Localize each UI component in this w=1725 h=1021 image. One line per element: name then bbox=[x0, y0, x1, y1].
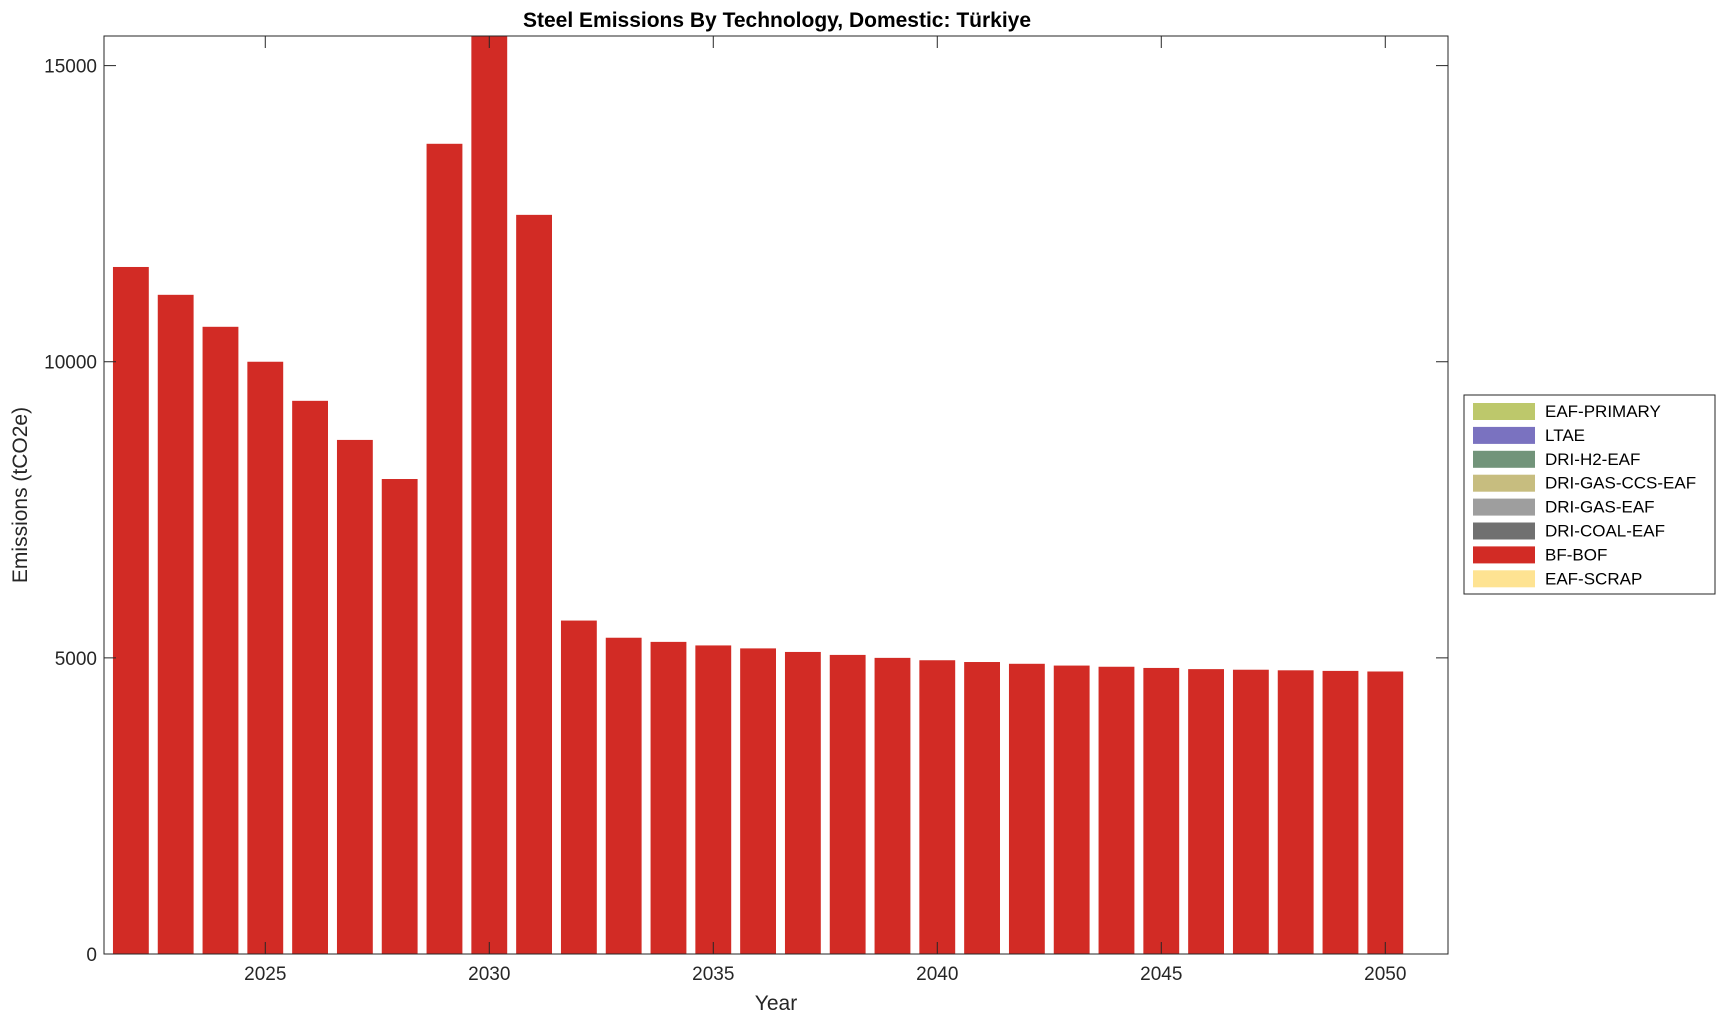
bar-bf-bof-2044 bbox=[1098, 666, 1135, 954]
bar-bf-bof-2039 bbox=[874, 657, 911, 954]
y-tick-label: 5000 bbox=[55, 649, 97, 670]
bar-bf-bof-2036 bbox=[740, 648, 776, 954]
plot-border bbox=[103, 35, 1449, 955]
bars-group bbox=[112, 36, 1404, 955]
x-tick-label: 2050 bbox=[1364, 964, 1406, 985]
bar-bf-bof-2028 bbox=[381, 479, 418, 954]
bar-bf-bof-2026 bbox=[292, 400, 328, 955]
bar-bf-bof-2025 bbox=[247, 361, 284, 954]
legend: EAF-PRIMARY LTAE DRI-H2-EAF DRI-GAS-CCS-EAF… bbox=[1463, 394, 1716, 595]
bar-bf-bof-2032 bbox=[560, 620, 597, 954]
bar-bf-bof-2047 bbox=[1232, 669, 1269, 954]
x-axis-label: Year bbox=[755, 992, 797, 1015]
legend-label-eaf-primary: EAF-PRIMARY bbox=[1545, 402, 1661, 421]
bar-bf-bof-2048 bbox=[1277, 670, 1314, 954]
legend-label-dri-gas-ccs-eaf: DRI-GAS-CCS-EAF bbox=[1545, 474, 1696, 493]
bar-bf-bof-2035 bbox=[695, 645, 732, 954]
legend-label-dri-gas-eaf: DRI-GAS-EAF bbox=[1545, 498, 1655, 517]
bar-bf-bof-2041 bbox=[964, 662, 1000, 954]
x-tick-label: 2040 bbox=[916, 964, 958, 985]
bar-bf-bof-2037 bbox=[784, 651, 821, 954]
legend-swatch-dri-h2-eaf bbox=[1473, 450, 1535, 468]
bar-bf-bof-2038 bbox=[829, 654, 866, 954]
legend-label-eaf-scrap: EAF-SCRAP bbox=[1545, 569, 1642, 588]
bar-bf-bof-2042 bbox=[1008, 663, 1045, 954]
legend-label-dri-coal-eaf: DRI-COAL-EAF bbox=[1545, 522, 1665, 541]
ticks-group: 2025 2030 2035 2040 2045 2050 0 5000 10000 15000 bbox=[44, 36, 1448, 985]
legend-swatch-dri-gas-eaf bbox=[1473, 498, 1535, 516]
x-tick-label: 2030 bbox=[468, 964, 510, 985]
bar-bf-bof-2024 bbox=[202, 326, 239, 954]
y-tick-label: 15000 bbox=[44, 57, 97, 78]
x-tick-label: 2025 bbox=[244, 964, 286, 985]
bar-bf-bof-2050 bbox=[1367, 671, 1404, 954]
legend-label-ltae: LTAE bbox=[1545, 426, 1585, 445]
bar-bf-bof-2023 bbox=[157, 294, 194, 954]
legend-swatch-ltae bbox=[1473, 426, 1535, 444]
bar-bf-bof-2043 bbox=[1053, 665, 1090, 954]
chart-title: Steel Emissions By Technology, Domestic:… bbox=[523, 9, 1031, 32]
y-tick-label: 10000 bbox=[44, 353, 97, 374]
x-tick-label: 2045 bbox=[1140, 964, 1182, 985]
legend-swatch-bf-bof bbox=[1473, 546, 1535, 564]
bar-bf-bof-2033 bbox=[605, 637, 642, 954]
bar-bf-bof-2045 bbox=[1143, 667, 1180, 954]
bar-bf-bof-2040 bbox=[919, 660, 956, 954]
bar-bf-bof-2022 bbox=[112, 266, 149, 955]
bar-bf-bof-2046 bbox=[1188, 669, 1224, 954]
y-axis-label: Emissions (tCO2e) bbox=[9, 407, 32, 583]
bar-bf-bof-2034 bbox=[650, 641, 687, 954]
y-tick-label: 0 bbox=[86, 945, 97, 966]
legend-label-bf-bof: BF-BOF bbox=[1545, 545, 1607, 564]
legend-swatch-dri-gas-ccs-eaf bbox=[1473, 474, 1535, 492]
legend-swatch-eaf-scrap bbox=[1473, 570, 1535, 588]
x-tick-label: 2035 bbox=[692, 964, 734, 985]
bar-bf-bof-2031 bbox=[516, 214, 552, 955]
bar-bf-bof-2029 bbox=[426, 143, 463, 955]
legend-swatch-dri-coal-eaf bbox=[1473, 522, 1535, 540]
legend-swatch-eaf-primary bbox=[1473, 403, 1535, 420]
bar-bf-bof-2027 bbox=[336, 439, 373, 954]
legend-label-dri-h2-eaf: DRI-H2-EAF bbox=[1545, 450, 1640, 469]
bar-bf-bof-2030 bbox=[471, 36, 508, 954]
bar-bf-bof-2049 bbox=[1322, 670, 1359, 954]
